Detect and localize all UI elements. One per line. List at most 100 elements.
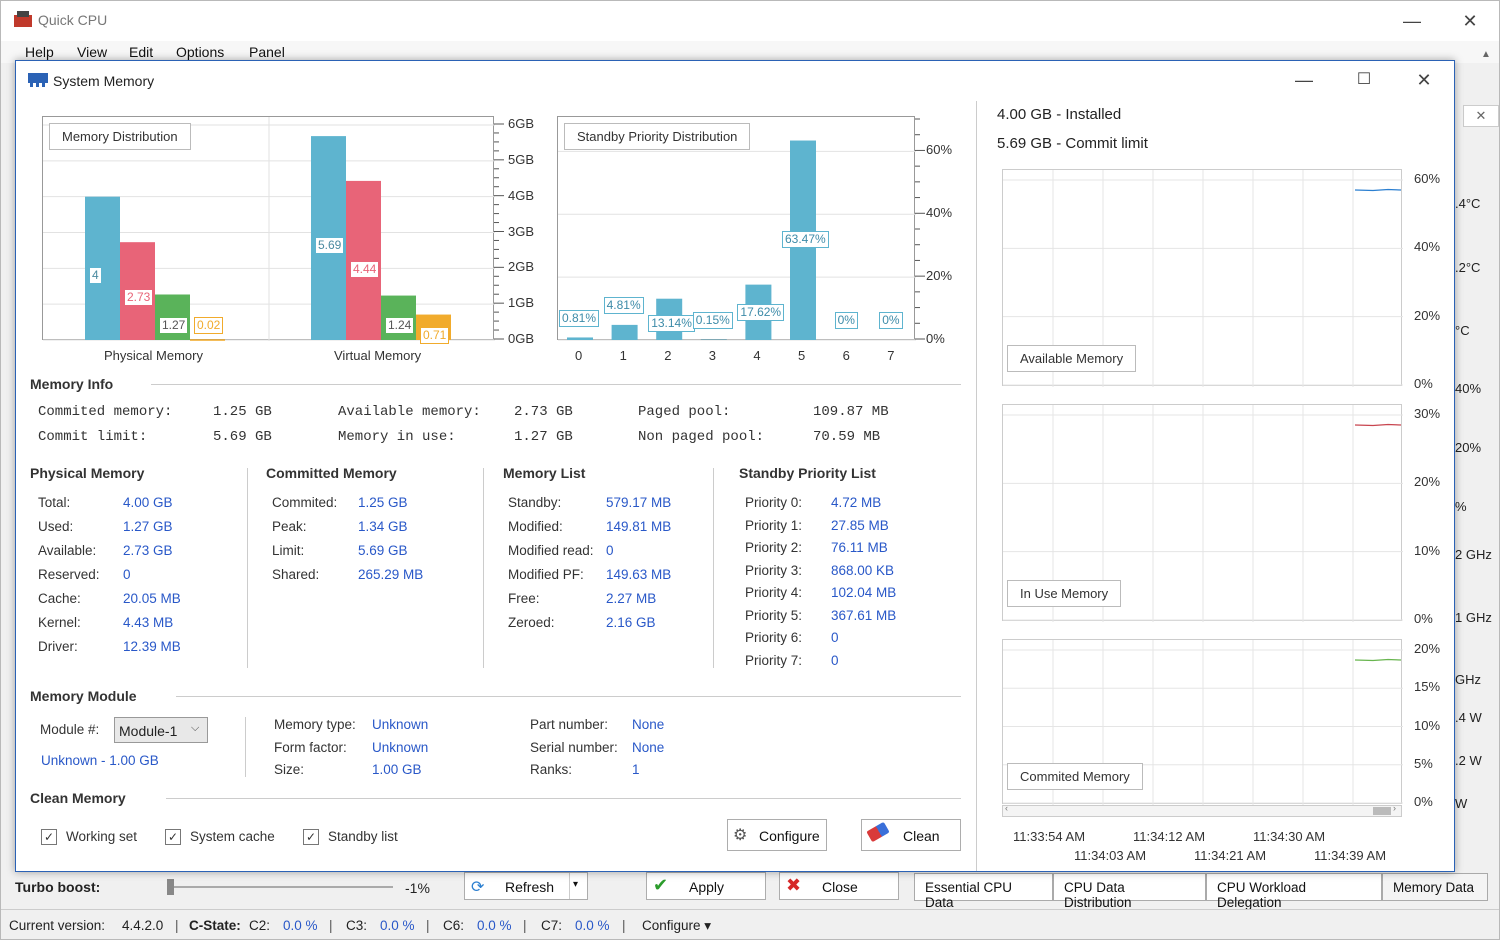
- standby_list-value: 4.72 MB: [831, 495, 882, 510]
- background-readout: 20%: [1455, 440, 1482, 455]
- scroll-left-icon[interactable]: ‹: [1005, 803, 1008, 813]
- module-label: Form factor:: [274, 739, 347, 755]
- turbo-slider-handle[interactable]: [167, 879, 174, 895]
- background-readout: .2°C: [1455, 260, 1481, 275]
- x-axis-label: 2: [664, 348, 672, 363]
- menu-view[interactable]: View: [77, 44, 108, 60]
- menu-panel[interactable]: Panel: [249, 44, 285, 60]
- y-tick-label: 5GB: [508, 151, 535, 167]
- close-button[interactable]: ✕: [1462, 11, 1478, 31]
- data-label: 1.27: [159, 317, 189, 334]
- working-set-checkbox[interactable]: ✓: [41, 829, 57, 845]
- tab-cpu-data-distribution[interactable]: CPU Data Distribution: [1053, 873, 1206, 910]
- clean-label: Clean: [903, 828, 940, 844]
- y-tick-label: 60%: [1414, 171, 1441, 186]
- cstate-label: C-State:: [189, 918, 241, 933]
- menu-edit[interactable]: Edit: [129, 44, 154, 60]
- module-select[interactable]: Module-1 ⌵: [114, 717, 208, 743]
- memory-info-label: Memory in use:: [338, 429, 456, 445]
- close-label: Close: [822, 879, 858, 895]
- time-scrollbar[interactable]: ‹ ›: [1002, 803, 1402, 817]
- memory-info-label: Non paged pool:: [638, 429, 765, 445]
- module-value: Unknown: [372, 717, 429, 732]
- status-configure-menu[interactable]: Configure ▾: [642, 918, 712, 933]
- panel-close-icon[interactable]: ✕: [1463, 105, 1499, 127]
- x-axis-label: 1: [619, 348, 627, 363]
- apply-button[interactable]: ✔ Apply: [646, 872, 766, 900]
- minimize-button[interactable]: —: [1403, 11, 1421, 31]
- column-divider: [713, 468, 714, 668]
- dialog-close-button[interactable]: ✕: [1416, 70, 1432, 90]
- bar-priority-0: [567, 337, 593, 340]
- data-label: 2.73: [124, 289, 154, 306]
- tab-cpu-workload-delegation[interactable]: CPU Workload Delegation: [1206, 873, 1382, 910]
- status-sep: |: [329, 918, 333, 933]
- tab-memory-data[interactable]: Memory Data: [1382, 873, 1488, 901]
- data-label: 63.47%: [782, 231, 829, 248]
- y-tick-label: 0%: [1414, 794, 1433, 809]
- physical-title: Physical Memory: [30, 465, 145, 481]
- dialog-title: System Memory: [53, 73, 155, 89]
- side-chart-2: Commited Memory: [1002, 639, 1403, 805]
- data-label: 4.81%: [603, 297, 644, 314]
- tab-essential-cpu-data[interactable]: Essential CPU Data: [914, 873, 1053, 910]
- menu-help[interactable]: Help: [25, 44, 54, 60]
- scroll-thumb[interactable]: [1373, 807, 1391, 815]
- scroll-up-icon[interactable]: ▲: [1481, 49, 1491, 60]
- c7-label: C7:: [541, 918, 563, 933]
- refresh-button[interactable]: ⟳ Refresh ▾: [464, 872, 588, 900]
- standby-list-label: Standby list: [328, 829, 398, 844]
- menu-options[interactable]: Options: [176, 44, 225, 60]
- x-axis-label: 4: [753, 348, 761, 363]
- configure-button[interactable]: ⚙ Configure: [727, 819, 827, 851]
- system-cache-label: System cache: [190, 829, 275, 844]
- c3-label: C3:: [346, 918, 368, 933]
- committed-value: 1.25 GB: [358, 495, 408, 510]
- chevron-down-icon[interactable]: ▾: [573, 879, 579, 890]
- data-label: 13.14%: [648, 315, 695, 332]
- time-tick-label: 11:33:54 AM: [1013, 829, 1086, 844]
- y-tick-label: 10%: [1414, 542, 1441, 558]
- memlist-value: 0: [606, 543, 614, 558]
- memory-info-title: Memory Info: [30, 376, 114, 392]
- y-tick-label: 10%: [1414, 717, 1441, 733]
- turbo-value: -1%: [405, 880, 430, 896]
- y-tick-label: 20%: [1414, 641, 1441, 656]
- background-readout: W: [1455, 796, 1468, 811]
- tick-marks: [915, 118, 925, 340]
- module-label: Ranks:: [530, 762, 573, 777]
- eraser-icon: [866, 821, 890, 843]
- section-rule: [151, 384, 961, 385]
- memlist-value: 2.27 MB: [606, 591, 657, 606]
- memlist-label: Modified read:: [508, 543, 594, 558]
- dialog-maximize-button[interactable]: ☐: [1356, 71, 1372, 88]
- module-value: Unknown: [372, 739, 429, 755]
- close-app-button[interactable]: ✖ Close: [779, 872, 899, 900]
- committed-value: 1.34 GB: [358, 519, 408, 534]
- module-label: Size:: [274, 762, 305, 777]
- version-label: Current version:: [9, 918, 106, 933]
- standby-list-checkbox[interactable]: ✓: [303, 829, 319, 845]
- version-value: 4.4.2.0: [122, 918, 164, 933]
- series-line: [1354, 423, 1402, 427]
- memlist-value: 2.16 GB: [606, 615, 656, 630]
- section-rule: [176, 696, 961, 697]
- clean-button[interactable]: Clean: [861, 819, 961, 851]
- series-line: [1354, 658, 1402, 662]
- physical-value: 1.27 GB: [123, 519, 173, 534]
- system-cache-checkbox[interactable]: ✓: [165, 829, 181, 845]
- data-label: 5.69: [315, 237, 345, 254]
- menu-bar: Help View Edit Options Panel: [1, 41, 1499, 63]
- scroll-right-icon[interactable]: ›: [1393, 803, 1396, 813]
- time-tick-label: 11:34:12 AM: [1133, 829, 1206, 844]
- standby_list-label: Priority 5:: [745, 607, 803, 623]
- memlist-label: Modified:: [508, 519, 563, 534]
- physical-label: Kernel:: [38, 615, 81, 630]
- data-label: 4: [89, 267, 102, 284]
- memory-info-label: Paged pool:: [638, 404, 731, 420]
- committed-label: Limit:: [272, 543, 305, 558]
- standby-distribution-title: Standby Priority Distribution: [564, 123, 751, 150]
- turbo-slider-track[interactable]: [169, 886, 393, 888]
- memory-icon: [28, 73, 48, 87]
- dialog-minimize-button[interactable]: —: [1295, 70, 1313, 90]
